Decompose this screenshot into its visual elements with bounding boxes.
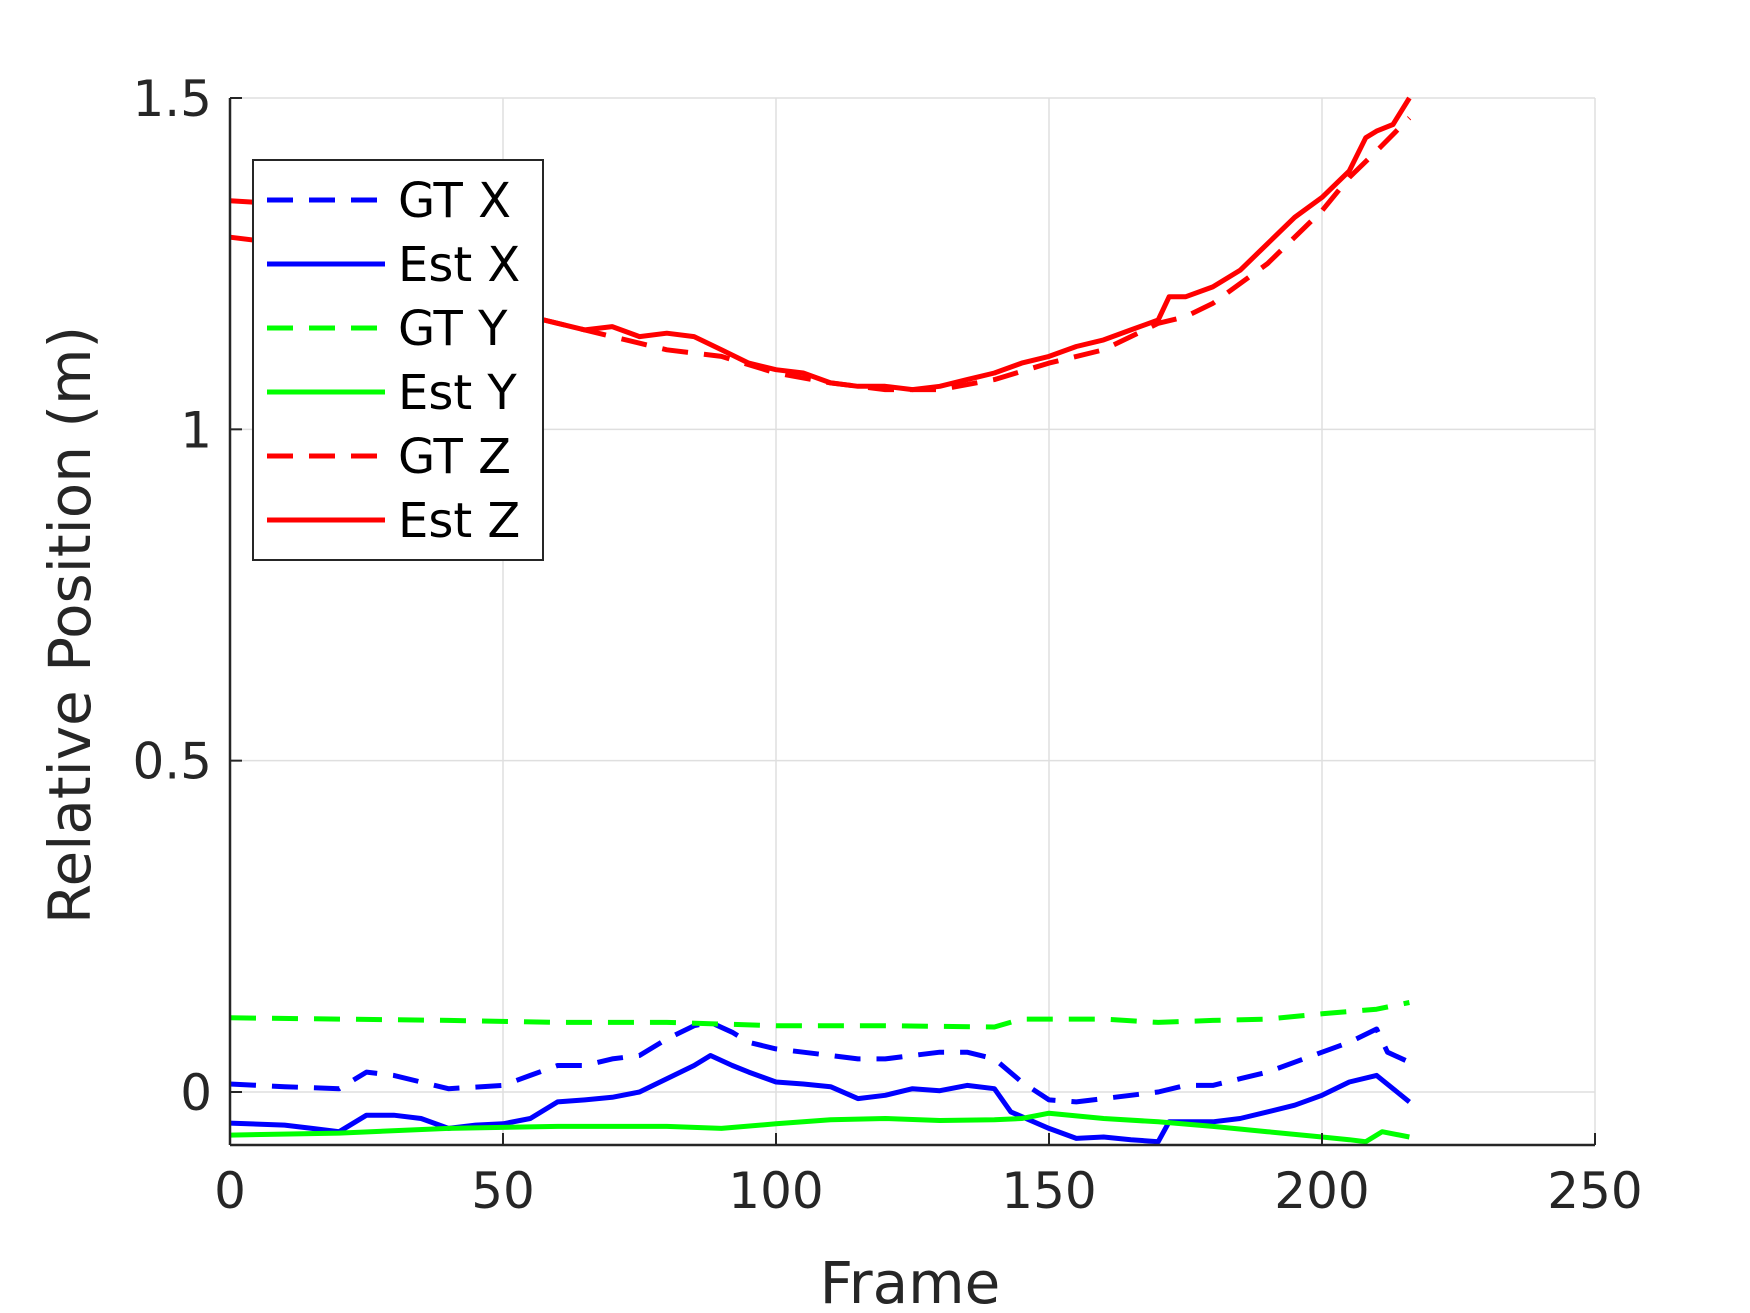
legend-label-est-x: Est X	[398, 237, 520, 293]
x-axis-title: Frame	[820, 1249, 1001, 1313]
x-tick-label: 250	[1547, 1162, 1642, 1220]
legend-label-gt-y: GT Y	[398, 301, 508, 357]
series-line-gt-z	[229, 116, 1412, 393]
x-tick-label: 100	[728, 1162, 823, 1220]
legend: GT X Est X GT Y Est Y GT Z Est Z	[252, 159, 544, 561]
series-line-est-z	[229, 96, 1412, 393]
series-lines	[229, 96, 1412, 1145]
series-line-gt-y	[229, 1000, 1410, 1030]
series-line-est-y	[229, 1110, 1410, 1145]
x-tick-label: 150	[1001, 1162, 1096, 1220]
legend-label-est-y: Est Y	[398, 365, 517, 421]
legend-label-est-z: Est Z	[398, 493, 520, 549]
tick-labels: 0 50 100 150 200 250 0 0.5 1 1.5	[132, 70, 1642, 1220]
y-tick-label: 0.5	[132, 733, 212, 791]
y-tick-label: 1.5	[132, 70, 212, 128]
y-tick-label: 0	[180, 1064, 212, 1122]
y-tick-label: 1	[180, 401, 212, 459]
series-line-gt-x	[229, 1019, 1411, 1105]
x-tick-label: 200	[1274, 1162, 1369, 1220]
y-axis-title: Relative Position (m)	[36, 326, 104, 924]
x-tick-label: 50	[471, 1162, 535, 1220]
legend-label-gt-x: GT X	[398, 173, 511, 229]
legend-label-gt-z: GT Z	[398, 429, 511, 485]
axes	[228, 97, 1596, 1147]
x-tick-label: 0	[214, 1162, 246, 1220]
legend-box	[252, 159, 544, 561]
